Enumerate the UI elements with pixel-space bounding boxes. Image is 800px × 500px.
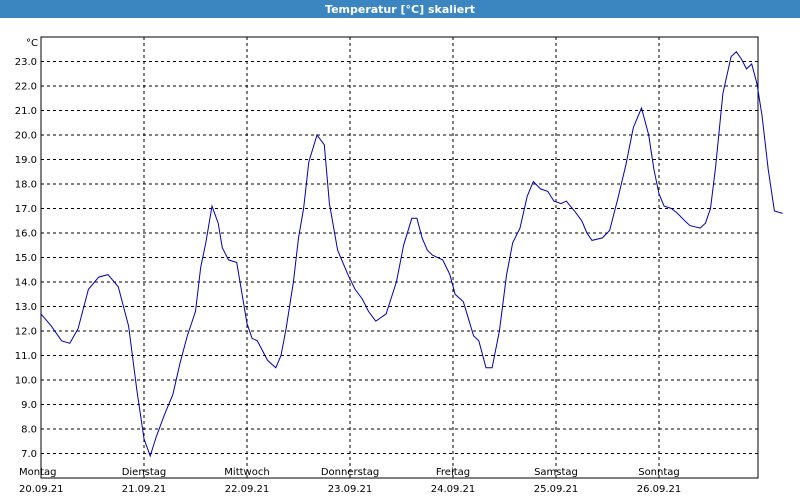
- x-tick-date-label: 23.09.21: [328, 484, 373, 495]
- x-tick-day-label: Freitag: [436, 467, 470, 478]
- y-tick-label: 15.0: [15, 253, 37, 264]
- temperature-series-line: [40, 50, 783, 458]
- x-tick-day-label: Sonntag: [638, 467, 680, 478]
- y-tick-label: 8.0: [21, 425, 37, 436]
- y-tick-label: 7.0: [21, 449, 37, 460]
- x-tick-day-label: Samstag: [534, 467, 578, 478]
- y-tick-label: 23.0: [15, 57, 37, 68]
- plot-frame: [40, 36, 759, 479]
- y-tick-label: 10.0: [15, 376, 37, 387]
- horizontal-gridlines: [41, 61, 758, 454]
- x-tick-date-label: 21.09.21: [122, 484, 167, 495]
- x-tick-date-label: 26.09.21: [637, 484, 682, 495]
- y-tick-label: 17.0: [15, 204, 37, 215]
- y-tick-label: 18.0: [15, 180, 37, 191]
- y-tick-label: 16.0: [15, 229, 37, 240]
- y-tick-label: 21.0: [15, 106, 37, 117]
- y-tick-label: 13.0: [15, 302, 37, 313]
- y-tick-label: 14.0: [15, 278, 37, 289]
- chart-title: Temperatur [°C] skaliert: [0, 0, 800, 18]
- x-tick-day-label: Montag: [19, 467, 56, 478]
- x-tick-date-label: 24.09.21: [431, 484, 476, 495]
- x-tick-day-label: Dienstag: [122, 467, 167, 478]
- x-tick-day-label: Donnerstag: [321, 467, 379, 478]
- x-tick-date-label: 22.09.21: [225, 484, 270, 495]
- y-tick-label: 9.0: [21, 400, 37, 411]
- y-tick-label: 20.0: [15, 131, 37, 142]
- y-unit-label: °C: [26, 38, 38, 49]
- x-tick-date-label: 25.09.21: [534, 484, 579, 495]
- y-tick-label: 12.0: [15, 327, 37, 338]
- temperature-line-chart: °C 7.0 8.0 9.0 10.0 11.0 12.0 13.0 14.0 15.0 16.0…: [15, 36, 783, 495]
- x-tick-date-label: 20.09.21: [19, 484, 64, 495]
- y-tick-label: 11.0: [15, 351, 37, 362]
- y-tick-label: 22.0: [15, 82, 37, 93]
- x-tick-day-label: Mittwoch: [224, 467, 269, 478]
- y-tick-labels: 7.0 8.0 9.0 10.0 11.0 12.0 13.0 14.0 15.0 16.0 17.…: [15, 57, 37, 460]
- y-tick-label: 19.0: [15, 155, 37, 166]
- x-tick-labels: Montag 20.09.21 Dienstag 21.09.21 Mittwoch 22…: [19, 467, 681, 495]
